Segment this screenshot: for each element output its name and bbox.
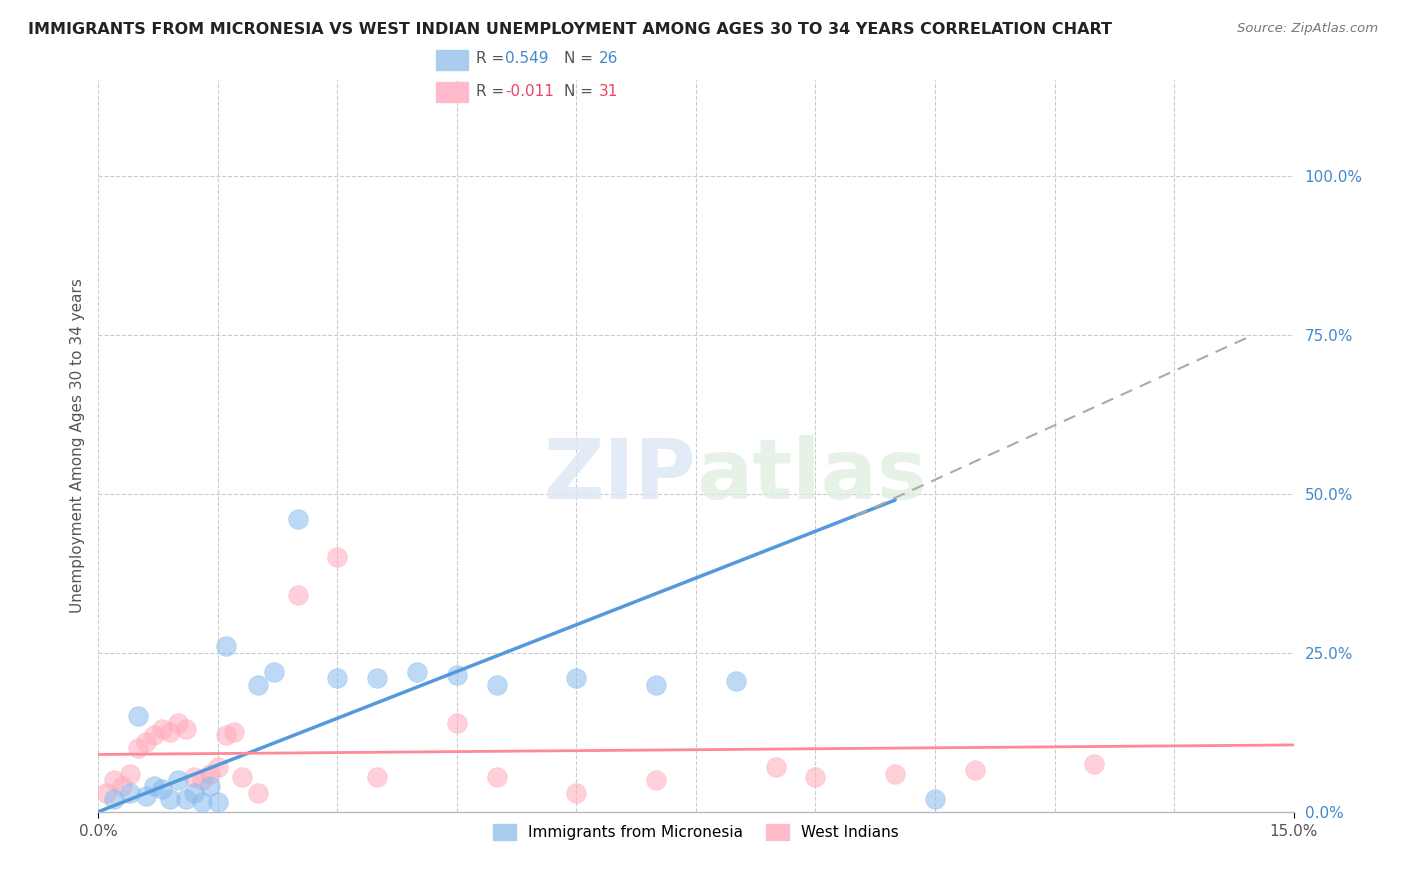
- Point: [326, 671, 349, 685]
- Point: [485, 677, 508, 691]
- Point: [215, 640, 238, 654]
- Text: IMMIGRANTS FROM MICRONESIA VS WEST INDIAN UNEMPLOYMENT AMONG AGES 30 TO 34 YEARS: IMMIGRANTS FROM MICRONESIA VS WEST INDIA…: [28, 22, 1112, 37]
- Point: [191, 772, 214, 787]
- Point: [111, 779, 134, 793]
- Text: R =: R =: [475, 85, 509, 99]
- Point: [215, 728, 238, 742]
- Point: [159, 792, 181, 806]
- Point: [231, 770, 253, 784]
- Point: [191, 795, 214, 809]
- Y-axis label: Unemployment Among Ages 30 to 34 years: Unemployment Among Ages 30 to 34 years: [69, 278, 84, 614]
- Point: [127, 741, 149, 756]
- Point: [222, 725, 245, 739]
- Point: [167, 715, 190, 730]
- Point: [246, 786, 269, 800]
- Point: [135, 789, 157, 803]
- Point: [366, 770, 388, 784]
- Point: [765, 760, 787, 774]
- Point: [183, 786, 205, 800]
- Point: [446, 715, 468, 730]
- Legend: Immigrants from Micronesia, West Indians: Immigrants from Micronesia, West Indians: [485, 817, 907, 848]
- Point: [1083, 757, 1105, 772]
- Point: [366, 671, 388, 685]
- Point: [804, 770, 827, 784]
- Point: [120, 786, 142, 800]
- Point: [645, 677, 668, 691]
- Point: [150, 722, 173, 736]
- Point: [96, 786, 118, 800]
- Point: [406, 665, 429, 679]
- Text: 26: 26: [599, 51, 619, 66]
- Point: [198, 766, 221, 780]
- Point: [645, 772, 668, 787]
- Text: 0.549: 0.549: [505, 51, 548, 66]
- Point: [287, 512, 309, 526]
- Point: [174, 722, 197, 736]
- Text: R =: R =: [475, 51, 509, 66]
- Point: [174, 792, 197, 806]
- Point: [287, 589, 309, 603]
- Point: [207, 760, 229, 774]
- Text: 31: 31: [599, 85, 619, 99]
- Point: [143, 728, 166, 742]
- Point: [884, 766, 907, 780]
- Point: [120, 766, 142, 780]
- Point: [263, 665, 285, 679]
- Point: [167, 772, 190, 787]
- Text: ZIP: ZIP: [544, 434, 696, 516]
- Point: [159, 725, 181, 739]
- FancyBboxPatch shape: [436, 50, 468, 70]
- Point: [150, 782, 173, 797]
- Text: -0.011: -0.011: [505, 85, 554, 99]
- Point: [326, 550, 349, 565]
- FancyBboxPatch shape: [436, 82, 468, 102]
- Point: [198, 779, 221, 793]
- Point: [565, 671, 588, 685]
- Point: [246, 677, 269, 691]
- Point: [724, 674, 747, 689]
- Point: [963, 764, 986, 778]
- Point: [103, 772, 125, 787]
- Text: N =: N =: [564, 51, 598, 66]
- Point: [565, 786, 588, 800]
- Point: [103, 792, 125, 806]
- Text: Source: ZipAtlas.com: Source: ZipAtlas.com: [1237, 22, 1378, 36]
- Point: [183, 770, 205, 784]
- Point: [135, 735, 157, 749]
- Point: [924, 792, 946, 806]
- Text: atlas: atlas: [696, 434, 927, 516]
- Point: [446, 668, 468, 682]
- Point: [127, 709, 149, 723]
- Text: N =: N =: [564, 85, 598, 99]
- Point: [207, 795, 229, 809]
- Point: [143, 779, 166, 793]
- Point: [485, 770, 508, 784]
